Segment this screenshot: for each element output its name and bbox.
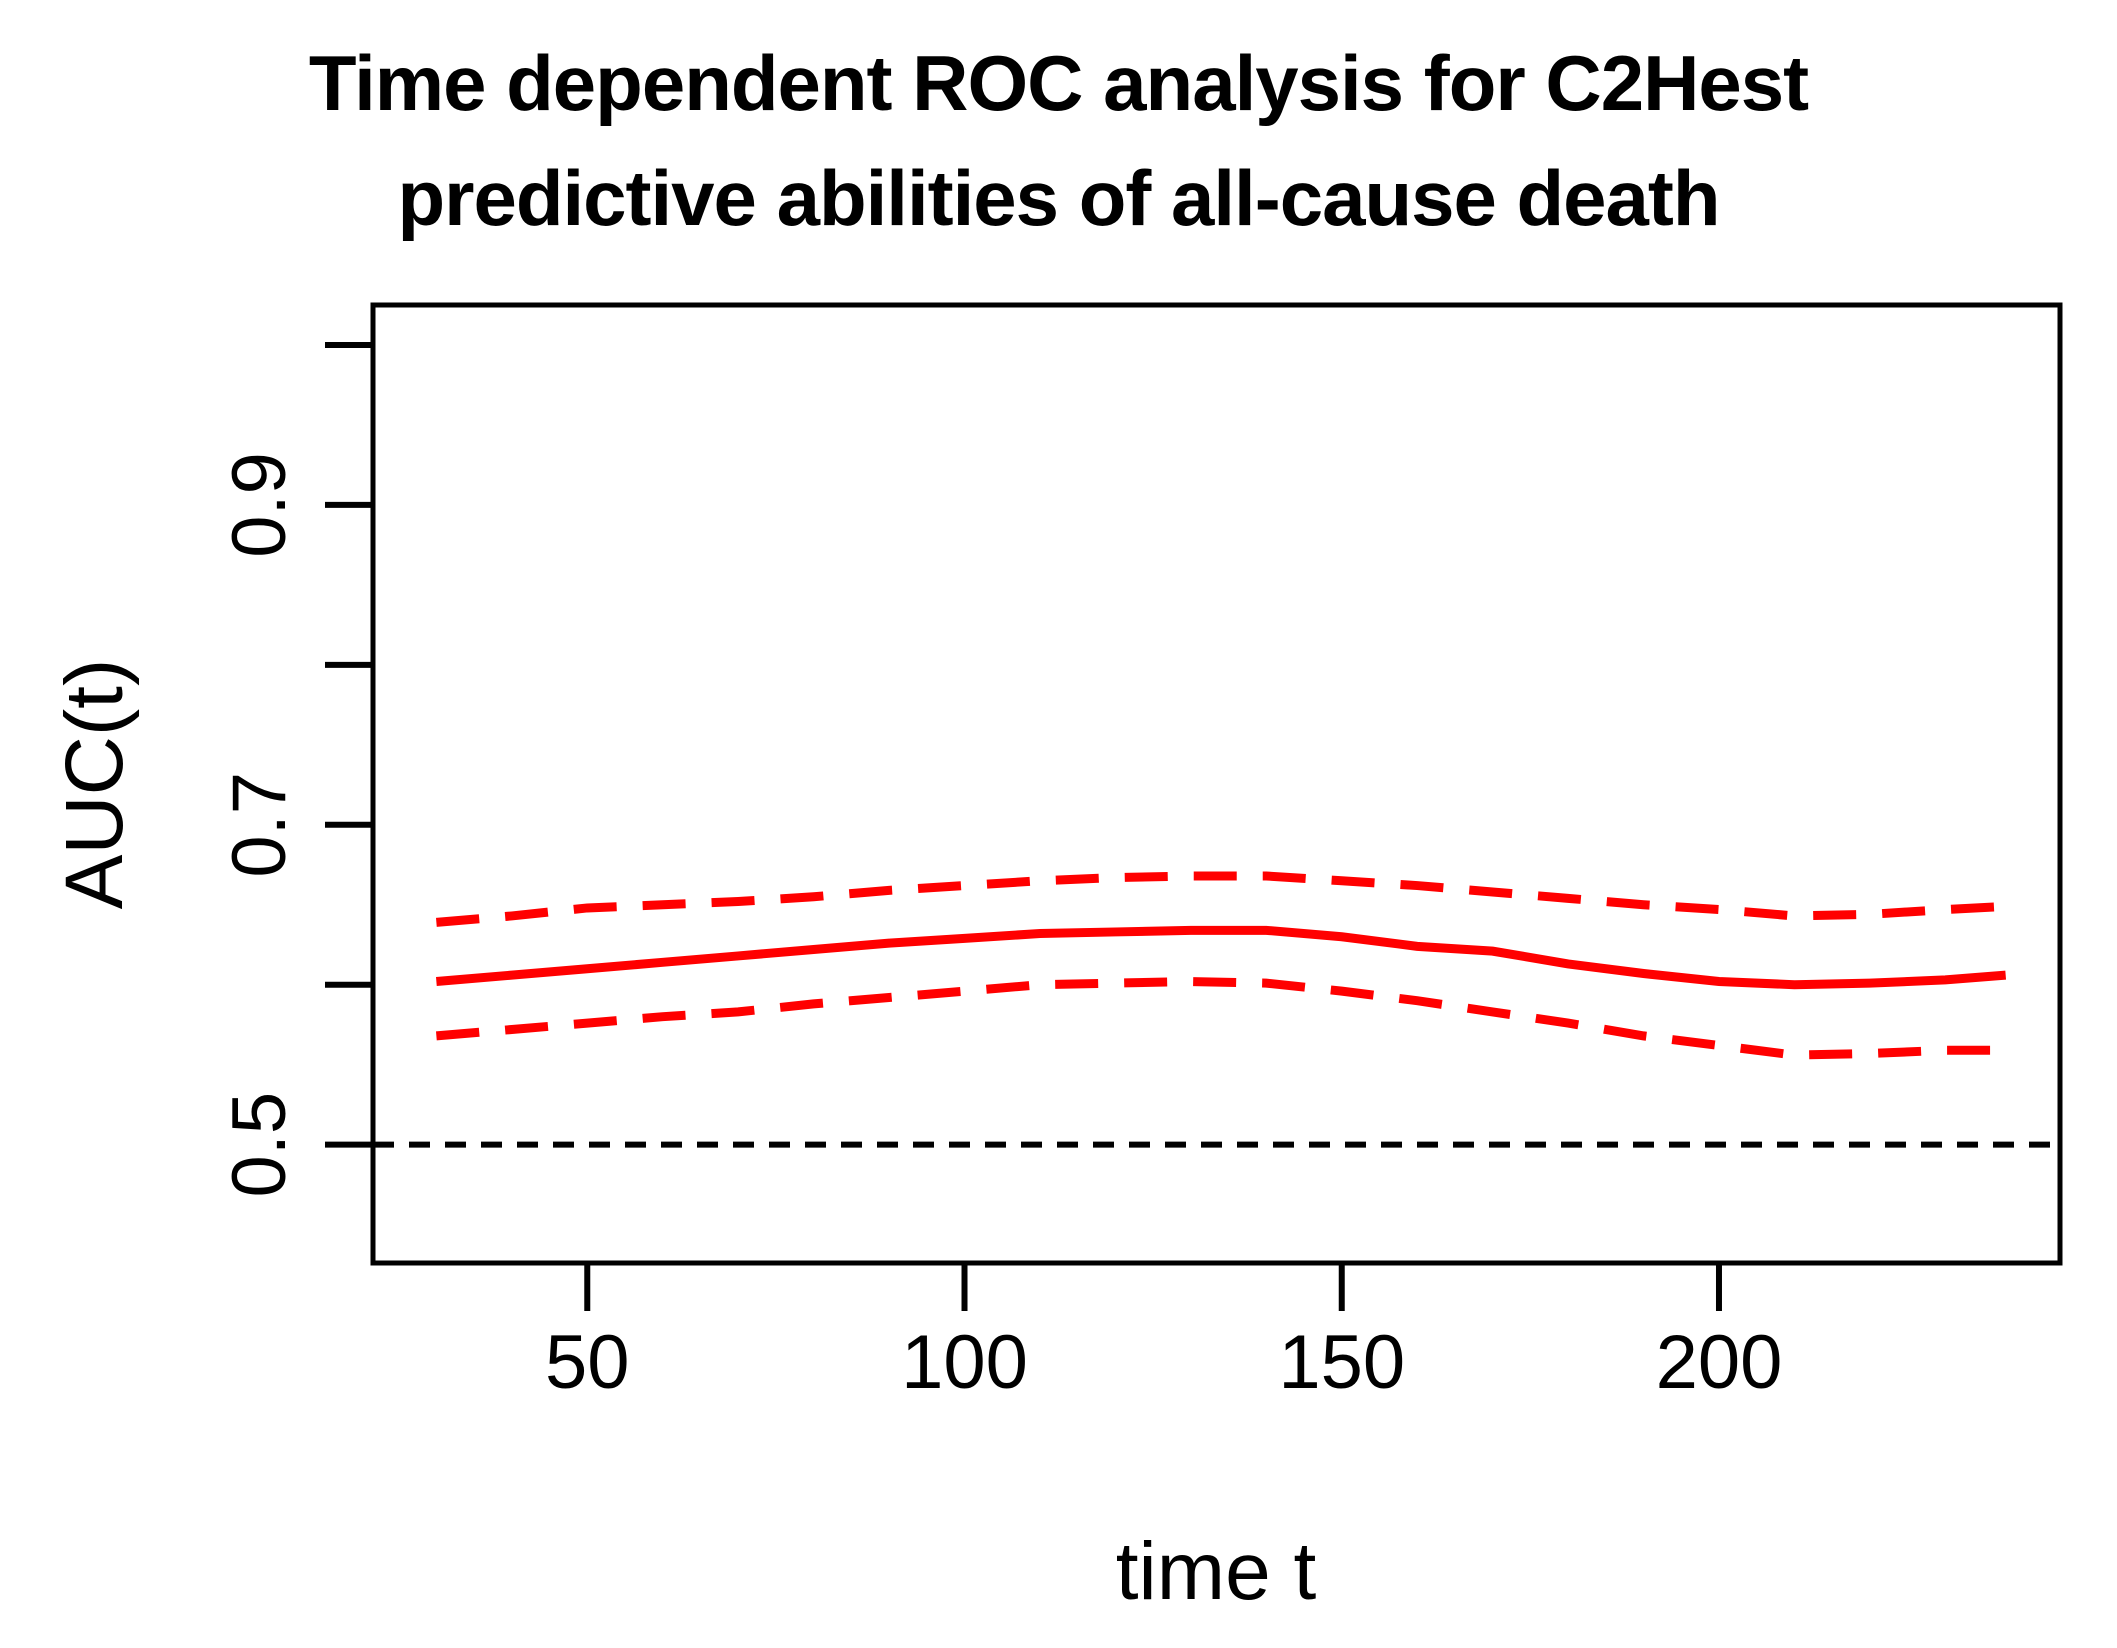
y-tick-label: 0.5 <box>217 1092 302 1198</box>
x-tick-label: 100 <box>901 1320 1028 1405</box>
chart-title: Time dependent ROC analysis for C2Hest p… <box>0 26 2117 257</box>
y-tick-label: 0.7 <box>217 772 302 878</box>
plot-box <box>370 302 2063 1266</box>
y-tick-label: 0.9 <box>217 452 302 558</box>
chart-title-line1: Time dependent ROC analysis for C2Hest <box>308 39 1809 127</box>
x-tick-label: 50 <box>545 1320 630 1405</box>
series-upper-confidence-band <box>435 871 2006 927</box>
series-lower-confidence-band <box>435 977 2006 1060</box>
x-tick-label: 150 <box>1278 1320 1405 1405</box>
x-tick-label: 200 <box>1656 1320 1783 1405</box>
chart-title-line2: predictive abilities of all-cause death <box>397 154 1720 243</box>
x-axis-title: time t <box>1115 1526 1317 1617</box>
series-auc-t-estimate <box>435 925 2007 990</box>
